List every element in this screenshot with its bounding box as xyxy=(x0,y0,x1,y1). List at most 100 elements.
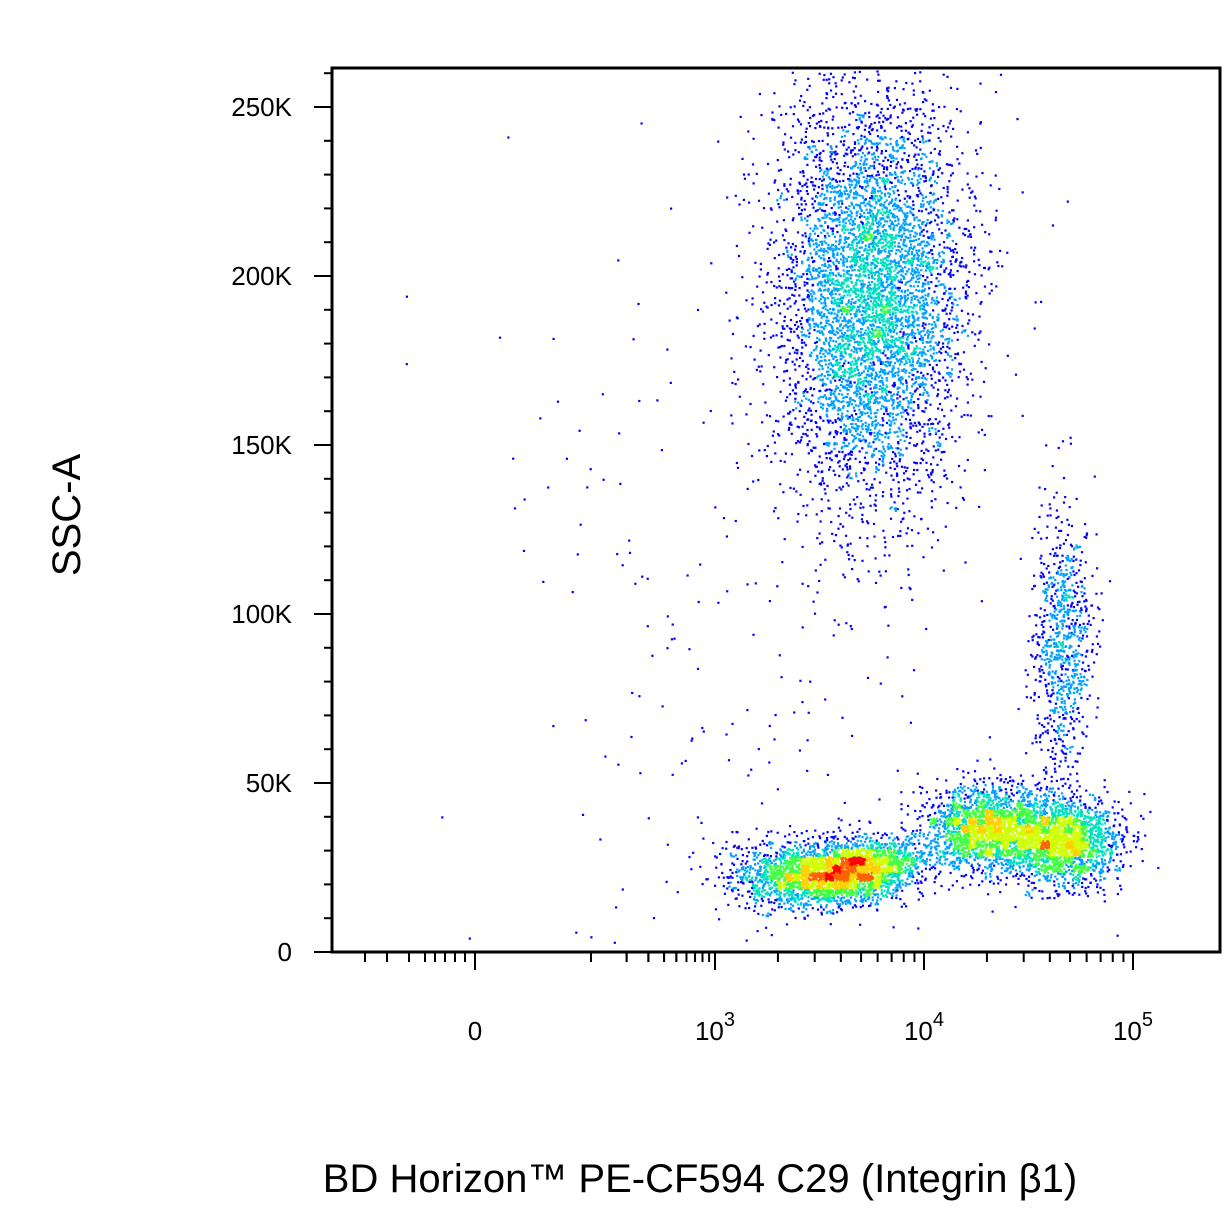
data-point xyxy=(892,156,895,160)
data-point xyxy=(873,288,876,291)
data-point xyxy=(845,291,848,294)
data-point xyxy=(811,203,814,206)
data-point xyxy=(836,152,839,155)
data-point xyxy=(956,324,959,327)
data-point xyxy=(881,397,885,400)
data-point xyxy=(962,498,965,501)
data-point xyxy=(926,244,929,247)
data-point xyxy=(839,342,842,345)
data-point xyxy=(838,298,841,301)
data-point xyxy=(788,377,791,380)
data-point xyxy=(839,544,842,547)
data-point xyxy=(913,336,917,339)
data-point xyxy=(857,343,860,346)
data-point xyxy=(855,274,858,277)
data-point xyxy=(875,300,878,303)
data-point xyxy=(840,488,843,491)
data-point xyxy=(870,432,873,435)
data-point xyxy=(902,138,905,142)
data-point xyxy=(886,333,889,336)
data-point xyxy=(883,399,886,402)
data-point xyxy=(948,297,951,300)
data-point xyxy=(818,249,822,252)
data-point xyxy=(845,285,848,288)
data-point xyxy=(835,375,838,378)
data-point xyxy=(823,342,826,345)
data-point xyxy=(869,361,872,364)
data-point xyxy=(920,230,923,233)
data-point xyxy=(844,359,847,362)
data-point xyxy=(961,496,964,500)
data-point xyxy=(898,404,901,408)
data-point xyxy=(920,449,923,452)
data-point xyxy=(847,255,850,259)
data-point xyxy=(875,115,878,118)
data-point xyxy=(839,191,842,194)
data-point xyxy=(839,235,842,238)
data-point xyxy=(852,498,855,501)
data-point xyxy=(819,257,823,260)
data-point xyxy=(801,582,804,585)
data-point xyxy=(924,323,927,326)
data-point xyxy=(903,140,906,143)
data-point xyxy=(1021,191,1024,194)
data-point xyxy=(968,270,971,274)
data-point xyxy=(915,158,918,162)
data-point xyxy=(867,284,870,287)
data-point xyxy=(854,185,857,188)
data-point xyxy=(860,172,863,175)
data-point xyxy=(806,163,809,166)
data-point xyxy=(850,384,853,387)
data-point xyxy=(809,238,812,241)
data-point xyxy=(924,115,927,118)
data-point xyxy=(912,116,915,119)
data-point xyxy=(795,260,798,264)
data-point xyxy=(891,288,894,291)
data-point xyxy=(912,325,916,328)
data-point xyxy=(831,289,834,292)
data-point xyxy=(873,431,876,434)
data-point xyxy=(807,256,810,259)
data-point xyxy=(913,225,916,228)
data-point xyxy=(879,235,883,238)
data-point xyxy=(907,317,910,320)
data-point xyxy=(966,183,969,186)
data-point xyxy=(880,126,883,129)
data-point xyxy=(789,486,792,489)
data-point xyxy=(912,473,915,476)
data-point xyxy=(927,334,930,338)
data-point xyxy=(827,341,830,344)
data-point xyxy=(979,121,982,124)
data-point xyxy=(896,345,899,348)
data-point xyxy=(889,235,892,239)
data-point xyxy=(922,203,925,206)
data-point xyxy=(934,341,937,344)
data-point xyxy=(878,232,882,235)
data-point xyxy=(927,281,930,284)
data-point xyxy=(922,275,925,278)
data-point xyxy=(795,314,798,317)
data-point xyxy=(870,270,873,273)
data-point xyxy=(939,444,942,448)
data-point xyxy=(896,116,899,119)
data-point xyxy=(905,384,908,387)
data-point xyxy=(805,319,808,322)
data-point xyxy=(860,282,863,285)
data-point xyxy=(896,349,899,352)
data-point xyxy=(897,374,900,377)
data-point xyxy=(845,189,848,192)
data-point xyxy=(904,333,907,336)
data-point xyxy=(900,268,904,272)
data-point xyxy=(890,420,893,423)
data-point xyxy=(872,292,875,295)
data-point xyxy=(905,352,908,355)
data-point xyxy=(864,244,867,247)
data-point xyxy=(896,265,899,268)
data-point xyxy=(821,314,824,317)
data-point xyxy=(945,326,948,329)
data-point xyxy=(799,493,802,496)
data-point xyxy=(927,261,930,264)
data-point xyxy=(911,212,914,215)
data-point xyxy=(951,325,954,328)
data-point xyxy=(829,150,832,154)
